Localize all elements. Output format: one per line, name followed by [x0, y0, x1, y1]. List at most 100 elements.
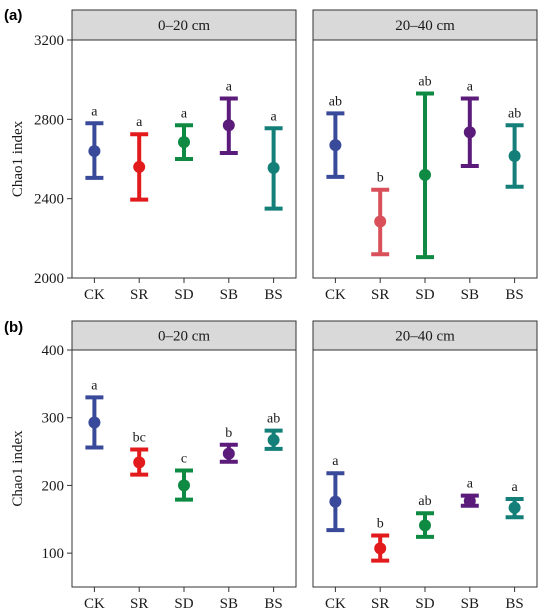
x-tick-label-0-0-1: SR	[130, 287, 148, 303]
significance-letter-0-0-4: a	[270, 109, 277, 124]
x-tick-label-1-1-2: SD	[415, 596, 434, 612]
error-bar-0-1-ck	[326, 111, 345, 179]
error-bar-0-0-sb	[219, 96, 238, 156]
x-tick-label-0-1-2: SD	[415, 287, 434, 303]
error-bar-0-1-sd	[416, 91, 434, 260]
x-tick-label-0-1-1: SR	[371, 287, 389, 303]
x-tick-label-1-1-1: SR	[371, 596, 389, 612]
mean-point-0-0-bs	[267, 161, 280, 174]
significance-letter-1-0-1: bc	[133, 431, 146, 446]
x-tick-label-0-1-0: CK	[325, 287, 346, 303]
significance-letter-0-0-0: a	[91, 104, 98, 119]
error-bar-1-0-sb	[219, 442, 238, 464]
mean-point-0-1-sb	[463, 126, 476, 139]
significance-letter-1-1-0: a	[332, 454, 339, 469]
x-tick-label-1-0-3: SB	[220, 596, 238, 612]
significance-letter-0-0-3: a	[226, 80, 233, 95]
x-tick-label-0-0-0: CK	[84, 287, 105, 303]
y-tick-label-0-0: 2000	[34, 271, 64, 287]
facet-title-1-1: 20–40 cm	[395, 329, 455, 345]
mean-point-1-0-sd	[178, 479, 190, 492]
facet-strip-1-0	[71, 320, 297, 351]
error-bar-1-1-sr	[371, 533, 390, 563]
error-bar-0-1-sb	[460, 96, 479, 168]
significance-letter-1-0-2: c	[181, 452, 187, 467]
error-bar-1-0-sd	[175, 468, 193, 502]
mean-point-0-1-ck	[329, 139, 342, 152]
significance-letter-1-1-2: ab	[418, 494, 431, 509]
x-tick-label-1-0-4: BS	[264, 596, 282, 612]
y-axis-label-0: Chao1 index	[10, 120, 26, 197]
x-tick-label-1-1-3: SB	[461, 596, 479, 612]
significance-letter-0-1-2: ab	[418, 75, 431, 90]
significance-letter-1-0-0: a	[91, 378, 98, 393]
mean-point-0-0-sr	[133, 160, 146, 173]
significance-letter-0-1-3: a	[467, 80, 474, 95]
error-bar-0-0-sr	[130, 132, 149, 202]
plot-area-1-1	[312, 349, 538, 588]
facet-title-0-0: 0–20 cm	[158, 18, 210, 34]
significance-letter-1-1-1: b	[377, 517, 384, 532]
error-bar-0-0-bs	[264, 126, 283, 211]
error-bar-0-0-sd	[175, 123, 193, 161]
mean-point-1-0-ck	[88, 416, 101, 429]
y-tick-label-1-2: 300	[42, 411, 65, 427]
facet-title-1-0: 0–20 cm	[158, 329, 210, 345]
x-tick-label-1-1-4: BS	[505, 596, 523, 612]
x-tick-label-1-0-1: SR	[130, 596, 148, 612]
x-tick-label-0-0-4: BS	[264, 287, 282, 303]
error-bar-1-1-ck	[326, 471, 345, 533]
error-bar-1-0-bs	[264, 428, 283, 451]
significance-letter-1-0-3: b	[225, 426, 232, 441]
y-tick-label-0-2: 2800	[34, 112, 64, 128]
x-tick-label-0-1-3: SB	[461, 287, 479, 303]
y-tick-label-1-1: 200	[42, 478, 65, 494]
mean-point-0-0-ck	[88, 145, 101, 158]
error-bar-0-1-sr	[371, 187, 390, 257]
error-bar-0-0-ck	[85, 121, 104, 180]
mean-point-0-0-sb	[222, 119, 235, 132]
mean-point-0-0-sd	[178, 136, 190, 149]
x-tick-label-0-0-3: SB	[220, 287, 238, 303]
mean-point-0-1-sr	[374, 215, 387, 228]
error-bar-1-1-sb	[460, 493, 479, 508]
significance-letter-0-1-1: b	[377, 171, 384, 186]
significance-letter-0-0-2: a	[181, 106, 188, 121]
y-tick-label-0-3: 3200	[34, 33, 64, 49]
mean-point-1-0-sb	[222, 447, 235, 460]
x-tick-label-1-1-0: CK	[325, 596, 346, 612]
facet-title-0-1: 20–40 cm	[395, 18, 455, 34]
panel-label-0: (a)	[4, 7, 22, 24]
significance-letter-0-1-0: ab	[329, 94, 342, 109]
mean-point-1-1-sb	[463, 495, 476, 508]
significance-letter-0-1-4: ab	[508, 106, 521, 121]
significance-letter-0-0-1: a	[136, 115, 143, 130]
x-tick-label-1-0-0: CK	[84, 596, 105, 612]
y-tick-label-1-3: 400	[42, 343, 65, 359]
error-bar-1-1-sd	[416, 511, 434, 539]
significance-letter-1-1-4: a	[511, 480, 518, 495]
mean-point-1-1-sd	[419, 519, 431, 532]
y-tick-label-0-1: 2400	[34, 192, 64, 208]
facet-strip-0-0	[71, 9, 297, 41]
y-tick-label-1-0: 100	[42, 546, 65, 562]
error-bar-1-0-sr	[130, 447, 149, 477]
mean-point-1-0-bs	[267, 434, 280, 447]
error-bar-1-1-bs	[505, 496, 524, 520]
significance-letter-1-0-4: ab	[267, 412, 280, 427]
x-tick-label-1-0-2: SD	[174, 596, 193, 612]
facet-strip-1-1	[312, 320, 538, 351]
significance-letter-1-1-3: a	[467, 477, 474, 492]
mean-point-1-1-bs	[508, 501, 521, 514]
error-bar-1-0-ck	[85, 395, 104, 450]
x-tick-label-0-1-4: BS	[505, 287, 523, 303]
panel-label-1: (b)	[4, 319, 23, 336]
y-axis-label-1: Chao1 index	[10, 430, 26, 507]
mean-point-1-1-sr	[374, 542, 387, 555]
mean-point-0-1-bs	[508, 150, 521, 163]
plot-area-1-0	[71, 349, 297, 588]
mean-point-0-1-sd	[419, 168, 431, 181]
mean-point-1-1-ck	[329, 495, 342, 508]
x-tick-label-0-0-2: SD	[174, 287, 193, 303]
